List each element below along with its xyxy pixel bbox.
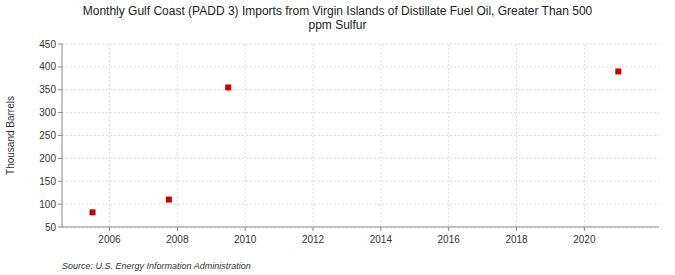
y-tick-label: 450 [39,39,56,50]
y-tick [58,44,62,45]
x-tick-label: 2008 [166,234,189,245]
axes: 2006 2008 2010 2012 2014 2016 2018 2020 50 100 150… [39,39,659,246]
y-tick-label: 100 [39,199,56,210]
grid-line-x [448,44,449,227]
y-tick [58,181,62,182]
y-tick [58,89,62,90]
chart-container: Monthly Gulf Coast (PADD 3) Imports from… [0,0,675,275]
x-tick-label: 2006 [98,234,121,245]
x-tick [109,227,110,231]
x-tick [245,227,246,231]
grid-line-y [62,181,659,182]
grid-line-y [62,66,659,67]
source: Source: U.S. Energy Information Administ… [62,261,251,271]
point [166,197,172,203]
x-tick-label: 2014 [370,234,393,245]
grid-line-x [109,44,110,227]
y-tick-label: 400 [39,61,56,72]
y-tick-label: 200 [39,153,56,164]
x-tick [448,227,449,231]
x-tick-label: 2012 [302,234,325,245]
point [225,84,231,90]
points [90,68,622,215]
x-tick [313,227,314,231]
x-tick-label: 2018 [505,234,528,245]
point [90,209,96,215]
y-tick-label: 300 [39,107,56,118]
title-line: ppm Sulfur [308,18,366,32]
y-tick [58,66,62,67]
y-tick [58,135,62,136]
y-axis-label: Thousand Barrels [5,96,16,175]
y-tick [58,227,62,228]
grid-line-x [516,44,517,227]
x-tick-label: 2020 [573,234,596,245]
title: Monthly Gulf Coast (PADD 3) Imports from… [83,4,593,32]
grid-line-x [177,44,178,227]
y-tick [58,158,62,159]
x-tick [380,227,381,231]
grid-line-y [62,158,659,159]
x-axis-line [62,227,659,228]
grid-line-x [584,44,585,227]
x-tick-label: 2016 [438,234,461,245]
x-tick [584,227,585,231]
grid-line-x [380,44,381,227]
y-tick-label: 150 [39,176,56,187]
y-tick-label: 350 [39,84,56,95]
grid-line-y [62,204,659,205]
grid-line-x [313,44,314,227]
x-tick-label: 2010 [234,234,257,245]
grid-line-y [62,227,659,228]
grid-line-y [62,89,659,90]
point [615,68,621,74]
grid-line-y [62,44,659,45]
title-line: Monthly Gulf Coast (PADD 3) Imports from… [83,4,593,18]
x-tick [516,227,517,231]
y-tick-label: 50 [45,222,57,233]
y-tick-label: 250 [39,130,56,141]
y-tick [58,112,62,113]
grid-line-y [62,135,659,136]
grid-line-x [245,44,246,227]
grid-line-y [62,112,659,113]
y-tick [58,204,62,205]
grid [62,44,659,227]
chart-svg: Monthly Gulf Coast (PADD 3) Imports from… [0,0,675,275]
x-tick [177,227,178,231]
